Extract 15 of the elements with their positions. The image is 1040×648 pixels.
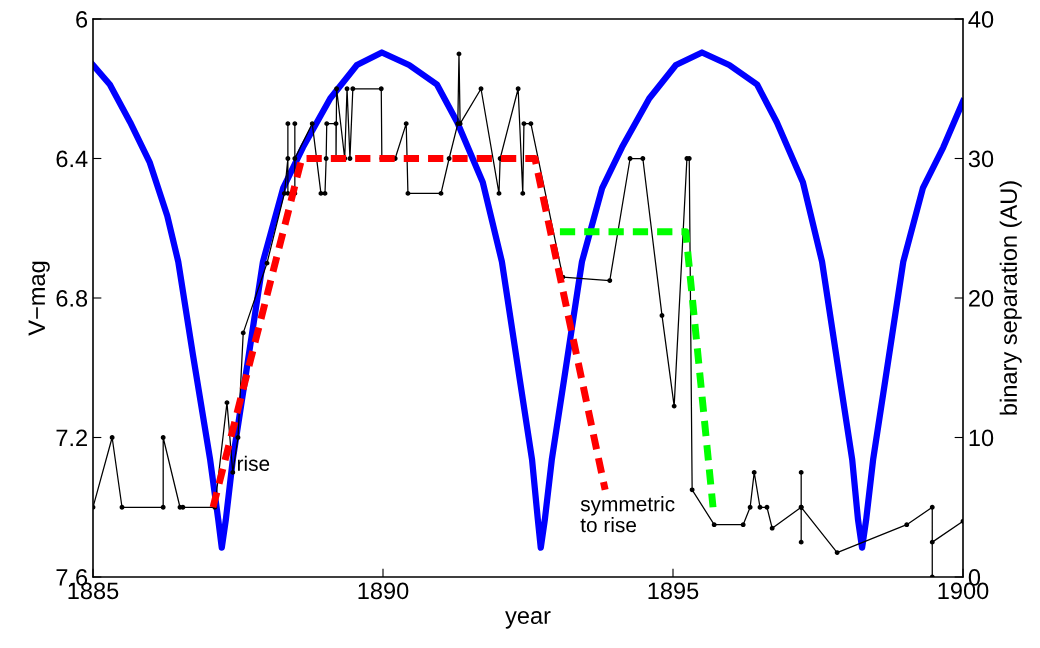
y2-tick-label: 30 xyxy=(968,150,994,168)
y-tick-label: 6.8 xyxy=(56,290,88,307)
y2-tick-label: 40 xyxy=(968,11,994,28)
annotation: rise xyxy=(237,455,270,471)
x-tick-label: 1895 xyxy=(648,582,699,600)
x-tick-label: 1890 xyxy=(358,582,409,600)
y2-axis-title: binary separation (AU) xyxy=(999,181,1022,415)
y2-tick-label: 20 xyxy=(969,290,994,307)
y-tick-label: 7.2 xyxy=(56,429,87,447)
y-axis-title: V−mag xyxy=(28,261,50,336)
x-axis-title: year xyxy=(505,611,551,629)
annotation: symmetric to rise xyxy=(580,496,675,533)
y-tick-label: 6 xyxy=(76,11,88,28)
y2-tick-label: 10 xyxy=(969,429,994,447)
y-tick-label: 6.4 xyxy=(56,150,88,168)
